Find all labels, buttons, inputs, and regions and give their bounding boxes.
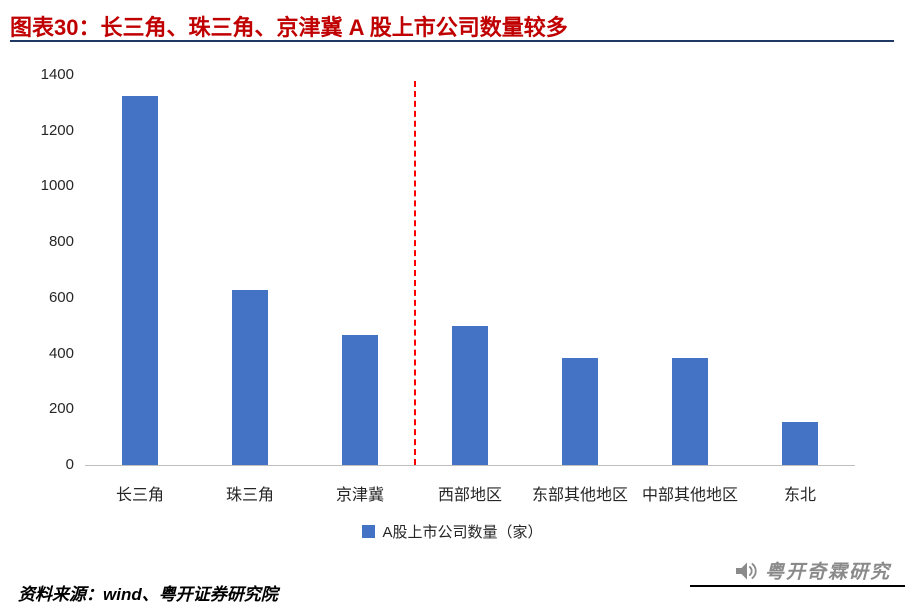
source-note: 资料来源：wind、粤开证券研究院 xyxy=(18,585,278,604)
y-axis: 0 200 400 600 800 1000 1200 1400 xyxy=(26,67,74,473)
bar-1 xyxy=(232,289,268,465)
y-tick-label: 0 xyxy=(65,456,74,473)
legend-label: A股上市公司数量（家） xyxy=(382,524,543,541)
speaker-icon xyxy=(734,561,758,581)
x-tick-label: 西部地区 xyxy=(437,487,502,504)
legend-swatch xyxy=(362,525,376,538)
bar-6 xyxy=(782,421,818,465)
y-tick-label: 800 xyxy=(48,233,74,251)
x-tick-label: 珠三角 xyxy=(225,487,274,504)
footer-rule xyxy=(690,585,905,587)
bar-0 xyxy=(122,95,158,465)
y-tick-label: 600 xyxy=(48,288,74,306)
x-tick-label: 中部其他地区 xyxy=(641,487,738,504)
plot-area: 长三角 珠三角 京津冀 西部地区 东部其他地区 中部其他地区 东北 xyxy=(85,75,855,504)
bar-5 xyxy=(672,357,708,465)
y-tick-label: 1200 xyxy=(40,121,74,139)
x-tick-label: 长三角 xyxy=(115,487,164,504)
bar-4 xyxy=(562,357,598,465)
bar-3 xyxy=(452,325,488,465)
y-tick-label: 1000 xyxy=(40,177,74,195)
x-tick-label: 东北 xyxy=(783,487,816,504)
x-tick-label: 东部其他地区 xyxy=(531,487,628,504)
y-tick-label: 200 xyxy=(48,400,74,418)
legend: A股上市公司数量（家） xyxy=(0,521,905,542)
title-rule xyxy=(10,40,894,42)
region-divider-line xyxy=(414,81,416,465)
watermark-text: 粤开奇霖研究 xyxy=(764,562,891,583)
x-tick-label: 京津冀 xyxy=(335,487,384,504)
y-tick-label: 1400 xyxy=(40,66,74,83)
y-tick-label: 400 xyxy=(48,344,74,362)
page-title: 图表30：长三角、珠三角、京津冀 A 股上市公司数量较多 xyxy=(10,15,568,40)
bar-2 xyxy=(342,335,378,465)
watermark: 粤开奇霖研究 xyxy=(734,557,891,584)
